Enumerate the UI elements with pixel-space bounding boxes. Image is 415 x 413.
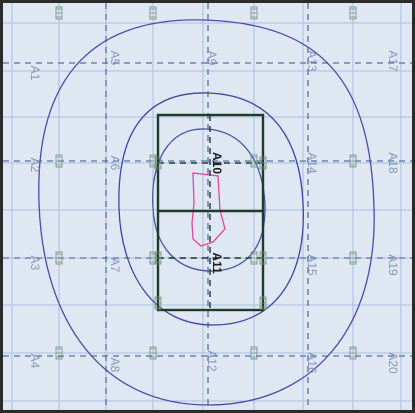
- luminaire-symbol: [250, 6, 258, 20]
- luminaire-symbol: [259, 296, 267, 310]
- contour-hotspot: [191, 172, 226, 247]
- luminaire-symbol: [55, 251, 63, 265]
- luminaire-symbol: [149, 346, 157, 360]
- cell-label-a16: A16: [305, 352, 319, 374]
- contour-mid: [118, 92, 305, 326]
- cell-label-a19: A19: [386, 254, 400, 276]
- cell-label-a12: A12: [205, 350, 219, 372]
- contour-lines: [38, 19, 375, 406]
- luminaire-symbol: [349, 346, 357, 360]
- luminaire-symbol: [349, 154, 357, 168]
- luminaire-symbol: [349, 251, 357, 265]
- cell-label-a4: A4: [28, 354, 42, 369]
- cell-label-a14: A14: [305, 152, 319, 174]
- cell-label-a3: A3: [28, 256, 42, 271]
- cell-label-a1: A1: [28, 66, 42, 81]
- cell-label-a8: A8: [108, 358, 122, 373]
- cell-label-a2: A2: [28, 158, 42, 173]
- luminaire-symbol: [154, 296, 162, 310]
- cell-label-a13: A13: [305, 50, 319, 72]
- contour-outer: [38, 19, 375, 406]
- cell-label-a11: A11: [210, 252, 224, 274]
- zone-dividers: [3, 3, 412, 410]
- luminaire-symbol: [259, 251, 267, 265]
- luminaire-symbols: [55, 6, 357, 360]
- luminaire-symbol: [250, 346, 258, 360]
- luminaire-symbol: [259, 156, 267, 170]
- luminaire-symbol: [55, 346, 63, 360]
- luminaire-symbol: [154, 156, 162, 170]
- cell-label-a6: A6: [108, 156, 122, 171]
- diagram-canvas: A1 A2 A3 A4 A5 A6 A7 A8 A9 A10 A11 A12 A13 A14 A15 A16 A…: [3, 3, 412, 410]
- luminaire-symbol: [55, 154, 63, 168]
- luminaire-symbol: [250, 154, 258, 168]
- cell-label-a18: A18: [386, 152, 400, 174]
- contour-inner: [152, 128, 266, 272]
- cell-label-a5: A5: [108, 51, 122, 66]
- cell-label-a20: A20: [386, 352, 400, 374]
- cell-label-a7: A7: [108, 258, 122, 273]
- cell-label-a9: A9: [205, 51, 219, 66]
- luminaire-symbol: [154, 251, 162, 265]
- cell-label-a17: A17: [386, 50, 400, 72]
- luminaire-symbol: [250, 251, 258, 265]
- cell-labels: A1 A2 A3 A4 A5 A6 A7 A8 A9 A10 A11 A12 A13 A14 A15 A16 A…: [28, 50, 400, 374]
- cell-label-a10: A10: [210, 152, 224, 174]
- cell-label-a15: A15: [305, 254, 319, 276]
- luminaire-symbol: [55, 6, 63, 20]
- fixture-area: [156, 113, 265, 312]
- luminaire-symbol: [149, 6, 157, 20]
- luminaire-symbol: [349, 6, 357, 20]
